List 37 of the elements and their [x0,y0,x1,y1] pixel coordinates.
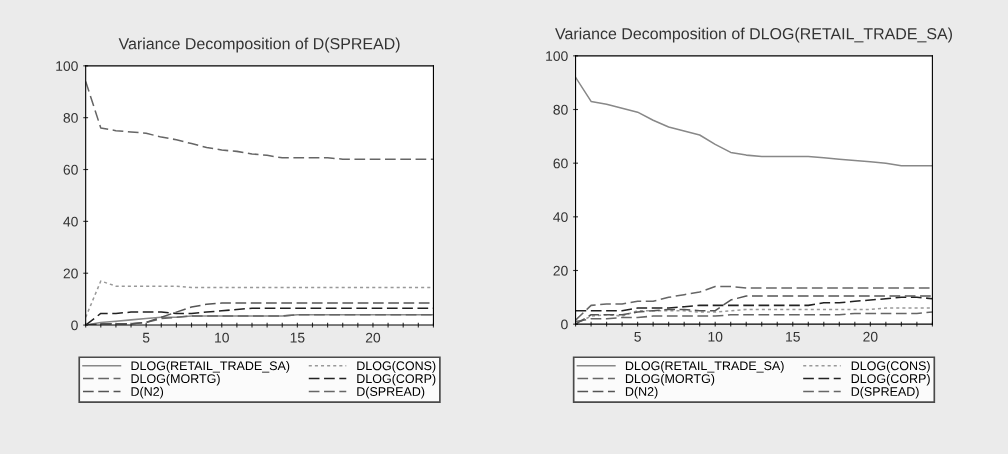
x-tick-label: 5 [142,332,150,343]
legend-label: D(N2) [131,386,164,399]
y-tick-label: 20 [63,268,78,279]
x-tick-label: 10 [708,331,723,342]
line-series [85,80,434,160]
x-tick-label: 15 [786,331,800,342]
x-tick-label: 15 [290,332,305,343]
legend-label: DLOG(MORTG) [131,373,220,386]
legend-label: DLOG(CORP) [851,373,930,386]
y-tick-label: 80 [63,113,78,123]
legend-label: DLOG(RETAIL_TRADE_SA) [131,360,290,373]
legend-label: DLOG(CONS) [851,360,930,373]
x-tick-label: 20 [365,332,381,343]
y-tick-label: 40 [553,212,568,222]
x-tick-label: 10 [215,332,229,343]
legend-label: DLOG(CORP) [357,373,436,386]
chart-title: Variance Decomposition of D(SPREAD) [118,37,400,53]
y-tick-label: 20 [553,265,568,276]
chart-title: Variance Decomposition of DLOG(RETAIL_TRADE_SA) [555,27,952,43]
y-tick-label: 0 [561,319,568,330]
legend-label: DLOG(MORTG) [625,373,715,386]
legend-label: D(SPREAD) [851,386,919,399]
line-series [575,76,933,167]
legend-label: DLOG(CONS) [357,360,436,373]
line-series [575,296,933,312]
legend-label: DLOG(RETAIL_TRADE_SA) [625,360,784,373]
legend-label: D(N2) [625,386,658,399]
y-tick-label: 60 [63,164,78,175]
x-tick-label: 5 [634,331,641,342]
legend-label: D(SPREAD) [357,386,425,399]
x-tick-label: 20 [863,331,878,342]
y-tick-label: 80 [553,104,568,115]
y-tick-label: 60 [553,158,568,169]
y-tick-label: 40 [63,216,78,227]
y-tick-label: 100 [56,61,78,71]
y-tick-label: 0 [71,320,78,331]
y-tick-label: 100 [546,51,568,62]
